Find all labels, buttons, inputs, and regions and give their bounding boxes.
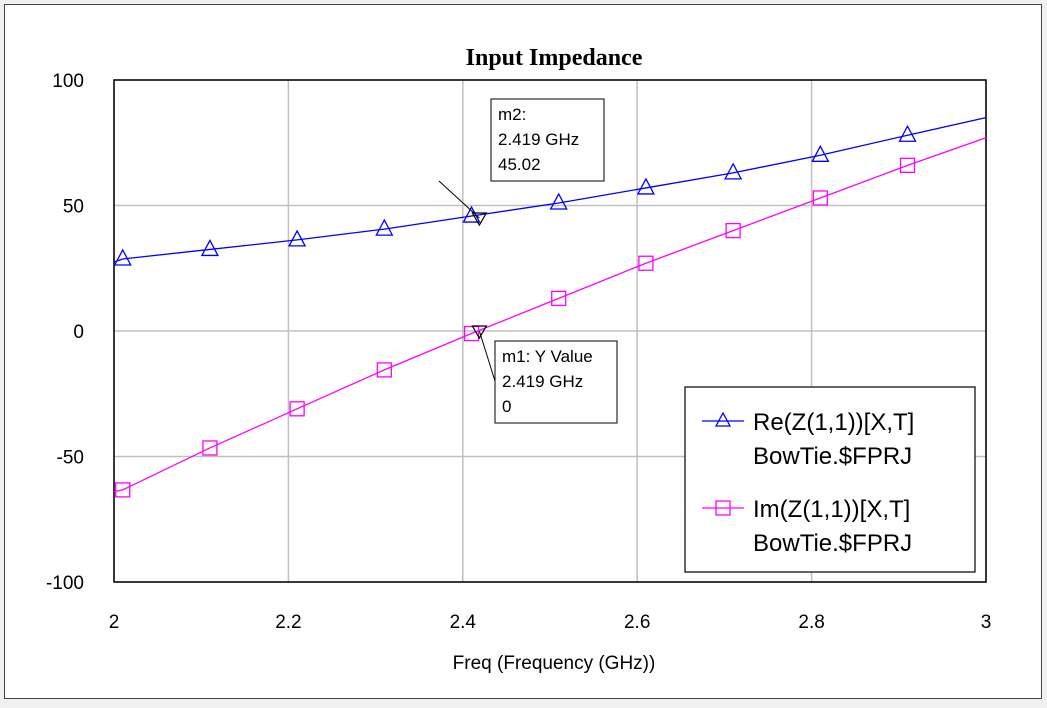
square-marker — [812, 190, 828, 206]
square-marker — [202, 440, 218, 456]
triangle-marker — [200, 239, 220, 257]
series-layer — [113, 117, 987, 498]
marker-m2-text: 2.419 GHz — [498, 130, 579, 149]
x-tick-label: 2 — [109, 612, 120, 633]
x-tick-label: 2.8 — [798, 612, 824, 633]
triangle-marker — [724, 162, 743, 180]
square-marker — [638, 255, 654, 271]
plot-border — [113, 79, 987, 583]
legend-square-icon — [715, 500, 731, 516]
tick-labels: 2 2.2 2.4 2.6 2.8 3 100 50 0 -50 -100 — [46, 71, 991, 633]
marker-annotations[interactable]: m2: 2.419 GHz 45.02 m1: Y Value 2.419 GHz 0 — [438, 98, 618, 424]
legend-triangle-icon — [714, 411, 732, 427]
triangle-marker — [375, 218, 394, 236]
legend-label: Re(Z(1,1))[X,T] — [753, 409, 914, 436]
triangle-marker — [288, 229, 307, 247]
marker-m1-text: 0 — [502, 397, 511, 416]
series-line-re — [113, 117, 987, 263]
series-line-im — [113, 137, 987, 493]
square-marker — [551, 290, 567, 307]
x-axis-label: Freq (Frequency (GHz)) — [453, 653, 656, 674]
marker-m2-leader — [438, 180, 480, 219]
marker-m2-text: m2: — [498, 105, 526, 124]
square-marker — [899, 157, 916, 173]
x-tick-label: 2.4 — [450, 612, 477, 633]
legend-box — [684, 386, 976, 573]
y-tick-label: -100 — [46, 573, 84, 594]
marker-m1-text: m1: Y Value — [502, 347, 593, 366]
triangle-marker — [811, 144, 830, 162]
legend: Re(Z(1,1))[X,T] BowTie.$FPRJ Im(Z(1,1))[X,… — [684, 386, 976, 573]
chart-window: Input Impedance 2 2.2 2.4 2.6 2.8 3 100 50 0 -50 -… — [4, 4, 1042, 699]
legend-label-source: BowTie.$FPRJ — [753, 530, 912, 557]
triangle-marker — [113, 248, 132, 266]
chart-title: Input Impedance — [466, 45, 643, 71]
legend-label-source: BowTie.$FPRJ — [753, 443, 912, 470]
triangle-marker — [898, 124, 917, 142]
square-marker — [115, 482, 131, 498]
square-marker — [725, 222, 741, 239]
marker-m1-leader — [478, 330, 496, 382]
input-impedance-chart: Input Impedance 2 2.2 2.4 2.6 2.8 3 100 50 0 -50 -… — [46, 45, 991, 674]
square-marker — [463, 325, 480, 342]
square-marker — [289, 401, 305, 417]
y-tick-label: 100 — [52, 71, 84, 92]
marker-m1-triangle — [471, 325, 488, 340]
triangle-marker — [462, 205, 481, 223]
triangle-marker — [549, 192, 568, 210]
x-tick-label: 2.6 — [624, 612, 650, 633]
marker-m2-triangle — [471, 212, 488, 227]
y-tick-label: 0 — [73, 322, 84, 343]
triangle-marker — [636, 177, 656, 195]
marker-m2-text: 45.02 — [498, 155, 541, 174]
marker-m1-box — [494, 340, 618, 424]
legend-label: Im(Z(1,1))[X,T] — [753, 496, 910, 523]
x-tick-label: 3 — [981, 612, 992, 633]
x-tick-label: 2.2 — [275, 612, 301, 633]
y-tick-label: 50 — [63, 197, 84, 218]
marker-m1-text: 2.419 GHz — [502, 372, 583, 391]
marker-m2-box — [490, 98, 605, 182]
y-tick-label: -50 — [57, 448, 84, 469]
square-marker — [376, 362, 392, 378]
